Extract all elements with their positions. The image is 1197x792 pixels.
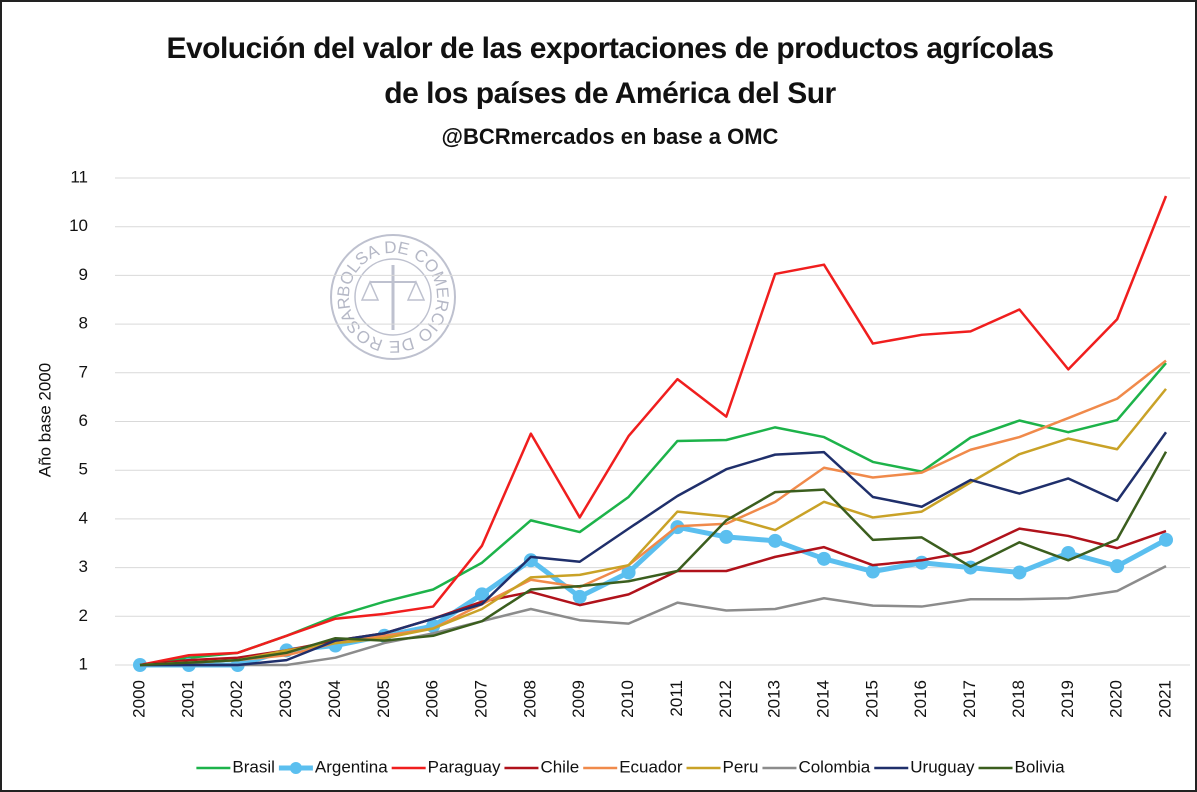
y-tick-label: 10 bbox=[69, 216, 88, 235]
chart-title-line2: de los países de América del Sur bbox=[384, 77, 836, 110]
series-line bbox=[140, 431, 1168, 667]
x-tick-label: 2009 bbox=[569, 680, 588, 718]
y-tick-label: 1 bbox=[79, 654, 88, 673]
x-tick-label: 2015 bbox=[862, 680, 881, 718]
point-marker bbox=[1061, 545, 1076, 560]
legend-label: Bolivia bbox=[1015, 757, 1066, 776]
legend-label: Uruguay bbox=[910, 757, 975, 776]
x-tick-label: 2000 bbox=[129, 680, 148, 718]
y-tick-label: 7 bbox=[79, 362, 88, 381]
x-tick-label: 2010 bbox=[618, 680, 637, 718]
x-tick-label: 2002 bbox=[227, 680, 246, 718]
series-line bbox=[139, 195, 1168, 667]
y-tick-label: 5 bbox=[79, 460, 88, 479]
legend-item: Uruguay bbox=[874, 757, 975, 776]
point-marker bbox=[1110, 559, 1125, 574]
x-tick-label: 2021 bbox=[1155, 680, 1174, 718]
chart-title: Evolución del valor de las exportaciones… bbox=[166, 32, 1053, 65]
x-tick-label: 2001 bbox=[178, 680, 197, 718]
legend-item: Paraguay bbox=[391, 757, 501, 776]
legend-item: Brasil bbox=[196, 757, 275, 776]
x-tick-label: 2014 bbox=[813, 680, 832, 718]
legend-label: Peru bbox=[723, 757, 759, 776]
point-marker bbox=[719, 529, 734, 544]
point-marker bbox=[817, 551, 831, 566]
x-tick-label: 2003 bbox=[276, 680, 295, 718]
x-tick-label: 2012 bbox=[716, 680, 735, 718]
x-tick-label: 2017 bbox=[960, 680, 979, 718]
legend-label: Argentina bbox=[315, 757, 388, 776]
x-tick-label: 2016 bbox=[911, 680, 930, 718]
legend-item: Bolivia bbox=[978, 757, 1066, 776]
point-marker bbox=[865, 564, 880, 579]
legend-item: Colombia bbox=[762, 757, 871, 776]
y-tick-label: 3 bbox=[79, 557, 88, 576]
x-tick-label: 2013 bbox=[765, 680, 784, 718]
series-line bbox=[140, 565, 1167, 667]
point-marker bbox=[621, 565, 636, 580]
y-tick-label: 4 bbox=[79, 508, 88, 527]
x-tick-label: 2008 bbox=[520, 680, 539, 718]
legend-marker bbox=[289, 762, 302, 774]
point-marker bbox=[1159, 532, 1173, 547]
x-tick-label: 2006 bbox=[423, 680, 442, 718]
legend-label: Brasil bbox=[232, 757, 275, 776]
x-tick-label: 2020 bbox=[1107, 680, 1126, 718]
y-tick-label: 2 bbox=[79, 606, 88, 625]
point-marker bbox=[572, 589, 587, 604]
legend: Brasil Argentina Paraguay Chile Ecuador Peru C… bbox=[196, 757, 1065, 776]
x-tick-label: 2007 bbox=[471, 680, 490, 718]
series-line bbox=[139, 451, 1168, 667]
y-tick-label: 9 bbox=[79, 265, 88, 284]
legend-label: Paraguay bbox=[428, 757, 501, 776]
legend-label: Chile bbox=[540, 757, 579, 776]
y-tick-label: 11 bbox=[70, 167, 88, 186]
point-marker bbox=[475, 587, 489, 602]
y-tick-label: 6 bbox=[79, 411, 88, 430]
x-tick-label: 2005 bbox=[374, 680, 393, 718]
legend-label: Colombia bbox=[798, 757, 870, 776]
x-tick-label: 2011 bbox=[667, 680, 686, 717]
point-marker bbox=[1012, 565, 1027, 580]
legend-label: Ecuador bbox=[619, 757, 683, 776]
x-tick-label: 2004 bbox=[325, 680, 344, 718]
y-tick-label: 8 bbox=[79, 314, 88, 333]
legend-item: Argentina bbox=[278, 757, 388, 776]
x-tick-label: 2019 bbox=[1058, 680, 1077, 718]
x-tick-label: 2018 bbox=[1009, 680, 1028, 718]
legend-item: Chile bbox=[504, 757, 579, 776]
legend-item: Ecuador bbox=[583, 757, 683, 776]
y-axis-label: Año base 2000 bbox=[35, 363, 54, 477]
point-marker bbox=[914, 555, 929, 570]
legend-item: Peru bbox=[686, 757, 759, 776]
point-marker bbox=[768, 533, 783, 548]
chart-subtitle: @BCRmercados en base a OMC bbox=[442, 124, 779, 149]
